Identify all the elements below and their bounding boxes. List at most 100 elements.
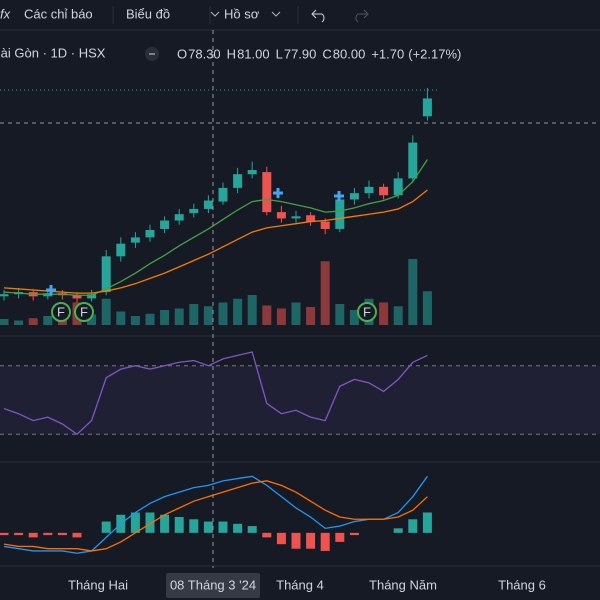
legend-key: C [322,46,331,61]
macd-hist-bar [408,519,418,533]
macd-hist-bar [130,512,140,533]
candle-body [306,215,316,222]
candle-body [364,186,374,194]
legend-value: 80.00 [333,46,366,61]
volume-bar [291,302,301,325]
macd-hist-bar [306,532,316,549]
volume-bar [320,261,330,325]
volume-bar [160,310,170,325]
moving-average [3,189,428,294]
macd-hist-bar [262,532,272,538]
macd-hist-bar [203,521,213,533]
volume-bar [247,295,257,325]
candle-body [349,193,359,200]
chart-type-button[interactable]: Biểu đồ [126,6,170,21]
macd-hist-bar [43,532,53,536]
macd-hist-bar [160,514,170,533]
redo-button[interactable] [355,9,369,23]
macd-hist-bar [247,526,257,533]
macd-hist-bar [335,532,345,542]
volume-bar [408,259,418,325]
toolbar [0,0,600,30]
signal-cross [46,285,56,295]
indicators-button[interactable]: Các chỉ báo [24,6,93,21]
x-axis-label: Tháng Năm [369,577,437,592]
profile-button[interactable]: Hồ sơ [224,6,260,21]
volume-bar [189,304,199,325]
macd-hist-bar [218,521,228,533]
volume-bar [203,306,213,325]
candle-body [130,237,140,243]
volume-bar [335,304,345,325]
macd-hist-bar [233,523,243,533]
candle-body [379,186,389,196]
volume-bar [87,314,97,325]
legend-value: 78.30 [188,46,221,61]
candle-body [218,187,228,202]
macd-hist-bar [291,532,301,549]
x-axis-label: Tháng 6 [498,577,546,592]
volume-bar [393,306,403,325]
legend-key: O [177,46,187,61]
undo-button[interactable] [311,9,325,23]
candle-body [0,294,9,297]
volume-bar [262,305,272,325]
macd-hist-bar [101,521,111,533]
event-marker [51,302,71,322]
volume-bar [116,311,126,325]
macd-hist-bar [174,517,184,533]
volume-bar [422,291,432,325]
x-axis-label: 08 Tháng 3 '24 [170,577,256,592]
chevron [271,11,281,17]
ohlc-legend: O 78.30 H 81.00 L 77.90 C 80.00 +1.70 (+2.17%) [177,46,461,61]
candle-body [393,178,403,196]
candle-body [189,208,199,214]
volume-bar [130,316,140,325]
candle-body [233,174,243,188]
macd-hist-bar [393,528,403,533]
candle-body [262,172,272,213]
candle-body [203,200,213,209]
macd-hist-bar [349,532,359,536]
volume-bar [276,308,286,325]
candle-body [408,142,418,179]
macd-hist-bar [189,519,199,533]
candle-body [320,221,330,229]
candle-body [145,230,155,238]
macd-hist-bar [145,512,155,533]
event-label: F [363,304,371,319]
volume-bar [0,319,9,325]
volume-bar [14,320,24,325]
legend-key: H [227,46,236,61]
candle-body [276,212,286,219]
volume-bar [218,302,228,325]
event-label: F [80,304,88,319]
legend-key: L [276,46,283,61]
volume-bar [379,302,389,325]
macd-hist-bar [320,532,330,551]
candle-body [422,98,432,117]
volume-bar [306,307,316,325]
chevron [210,11,220,17]
signal-cross [334,191,344,201]
event-marker [74,302,94,322]
macd-hist-bar [57,532,67,536]
event-marker [357,302,377,322]
symbol-label: Sài Gòn · 1D · HSX [0,45,106,60]
moving-average [3,159,428,296]
x-axis-label: Tháng Hai [68,577,128,592]
candle-body [291,216,301,219]
legend-value: 77.90 [284,46,317,61]
candle-body [116,243,126,257]
signal-cross [273,188,283,198]
macd-hist-bar [72,532,82,538]
candle-body [335,199,345,229]
volume-bar [349,310,359,325]
macd-line [3,475,428,554]
rsi-line [3,351,428,436]
volume-bar [101,298,111,325]
indicator-icon[interactable]: fx [0,6,11,21]
candle-body [174,214,184,221]
